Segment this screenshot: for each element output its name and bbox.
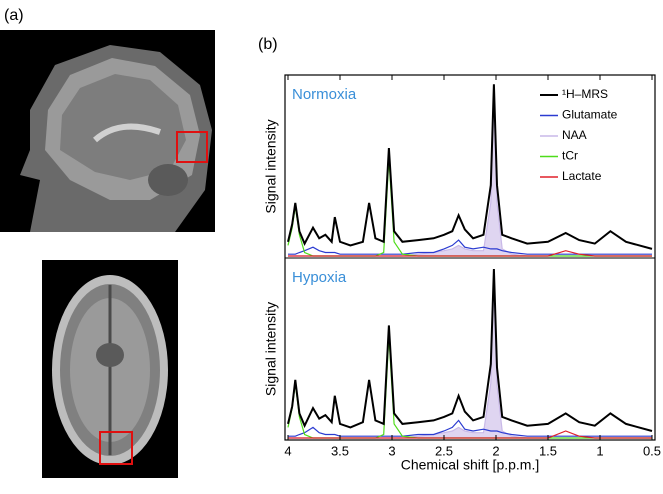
legend-label: Glutamate bbox=[562, 108, 618, 122]
chart-title: Hypoxia bbox=[292, 269, 347, 286]
legend-label: ¹H–MRS bbox=[562, 87, 608, 101]
y-axis-label: Signal intensity bbox=[263, 302, 279, 396]
y-axis-label: Signal intensity bbox=[263, 119, 279, 213]
spectrum-line bbox=[288, 430, 652, 439]
x-tick-label: 1 bbox=[596, 443, 603, 458]
spectrum-line bbox=[288, 419, 652, 437]
x-tick-label: 1.5 bbox=[539, 443, 557, 458]
x-axis-label: Chemical shift [p.p.m.] bbox=[401, 457, 540, 473]
x-tick-label: 3 bbox=[388, 443, 395, 458]
legend-label: Lactate bbox=[562, 169, 602, 183]
spectrum-line bbox=[287, 268, 653, 432]
sagittal-mri bbox=[0, 30, 215, 232]
x-tick-label: 3.5 bbox=[331, 443, 349, 458]
x-tick-label: 4 bbox=[284, 443, 291, 458]
x-tick-label: 2 bbox=[492, 443, 499, 458]
panel-label: (a) bbox=[4, 7, 24, 24]
panel-label: (b) bbox=[258, 36, 278, 53]
legend-label: tCr bbox=[562, 149, 578, 163]
spectrum-line bbox=[288, 250, 652, 257]
x-tick-label: 2.5 bbox=[435, 443, 453, 458]
legend-label: NAA bbox=[562, 128, 587, 142]
spectrum-line bbox=[287, 84, 653, 250]
spectrum-line bbox=[288, 281, 652, 439]
x-tick-label: 0.5 bbox=[643, 443, 661, 458]
axial-mri bbox=[42, 260, 178, 478]
chart-title: Normoxia bbox=[292, 86, 357, 103]
spectrum-line bbox=[288, 239, 652, 255]
